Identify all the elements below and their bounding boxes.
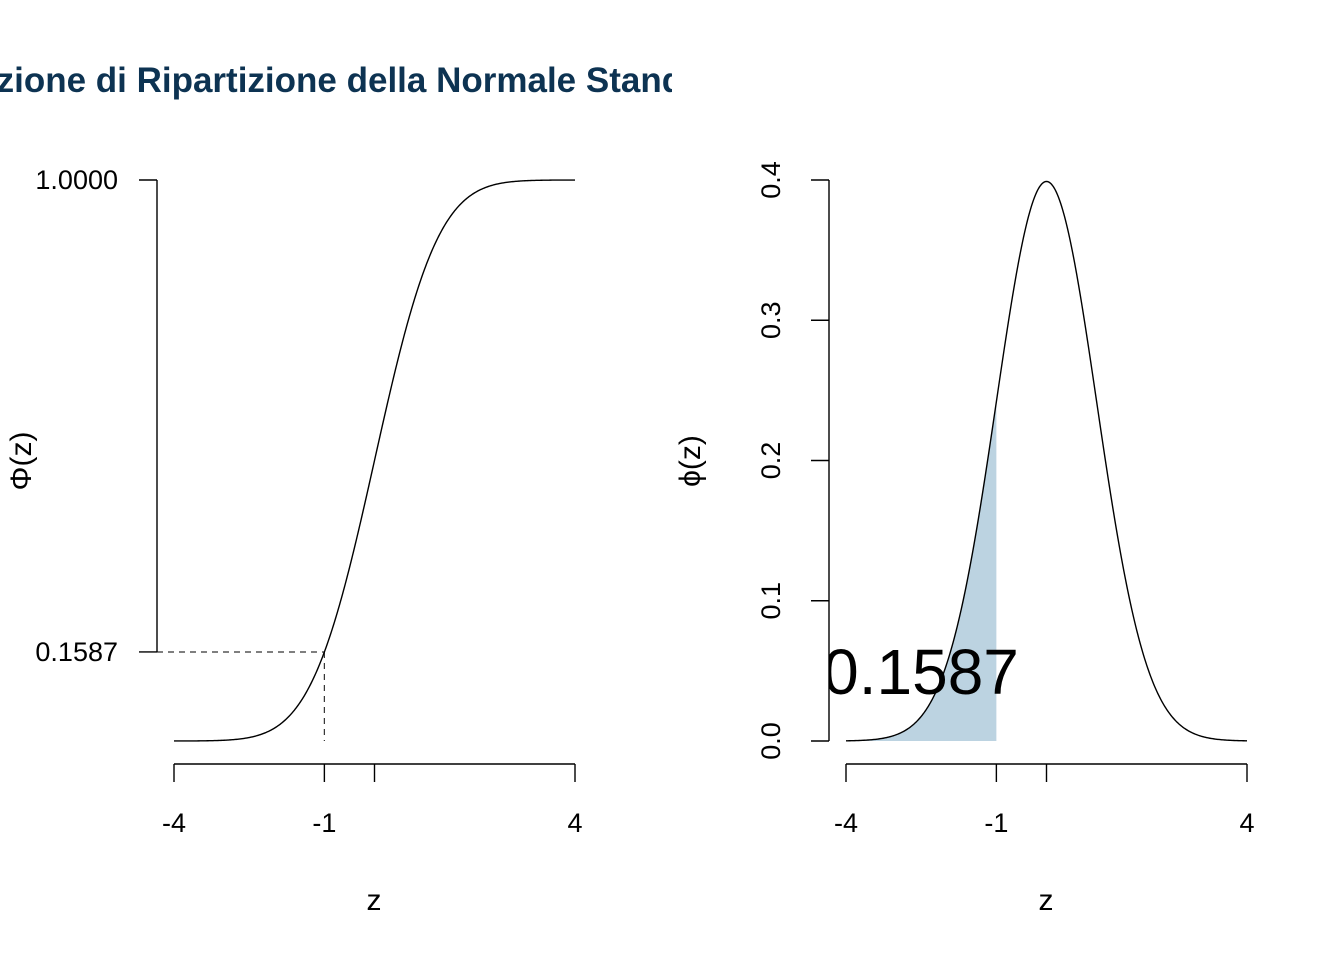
reference-lines [157, 651, 325, 741]
cdf-curve [174, 179, 575, 742]
pdf-y-label: ϕ(z) [674, 435, 707, 487]
chart-title: Funzione di Ripartizione della Normale S… [0, 61, 738, 100]
y-tick-label: 0.3 [756, 301, 786, 339]
pdf-x-axis: -4 -1 4 [834, 763, 1255, 838]
cdf-y-axis: 0.1587 1.0000 [35, 165, 158, 667]
probability-annotation: 0.1587 [823, 636, 1019, 708]
cdf-panel: 0.1587 1.0000 -4 -1 4 z Φ(z) [5, 165, 583, 917]
x-tick-label: -1 [984, 808, 1008, 838]
y-tick-label: 0.4 [756, 161, 786, 199]
cdf-y-label: Φ(z) [5, 432, 38, 491]
pdf-x-label: z [1039, 884, 1054, 917]
x-tick-label: -4 [834, 808, 858, 838]
x-tick-label: 4 [1239, 808, 1254, 838]
x-tick-label: -1 [312, 808, 336, 838]
pdf-y-axis: 0.0 0.1 0.2 0.3 0.4 [756, 161, 830, 760]
y-tick-label: 1.0000 [35, 165, 118, 195]
cdf-x-label: z [367, 884, 382, 917]
x-tick-label: -4 [162, 808, 186, 838]
pdf-curve [845, 180, 1248, 742]
shaded-area [846, 401, 997, 741]
y-tick-label: 0.1587 [35, 637, 118, 667]
y-tick-label: 0.0 [756, 722, 786, 760]
pdf-panel: 0.1587 0.0 0.1 0.2 0.3 0.4 -4 -1 4 z ϕ(z) [674, 161, 1255, 917]
y-tick-label: 0.2 [756, 442, 786, 480]
x-tick-label: 4 [567, 808, 582, 838]
cdf-x-axis: -4 -1 4 [162, 763, 583, 838]
y-tick-label: 0.1 [756, 582, 786, 620]
